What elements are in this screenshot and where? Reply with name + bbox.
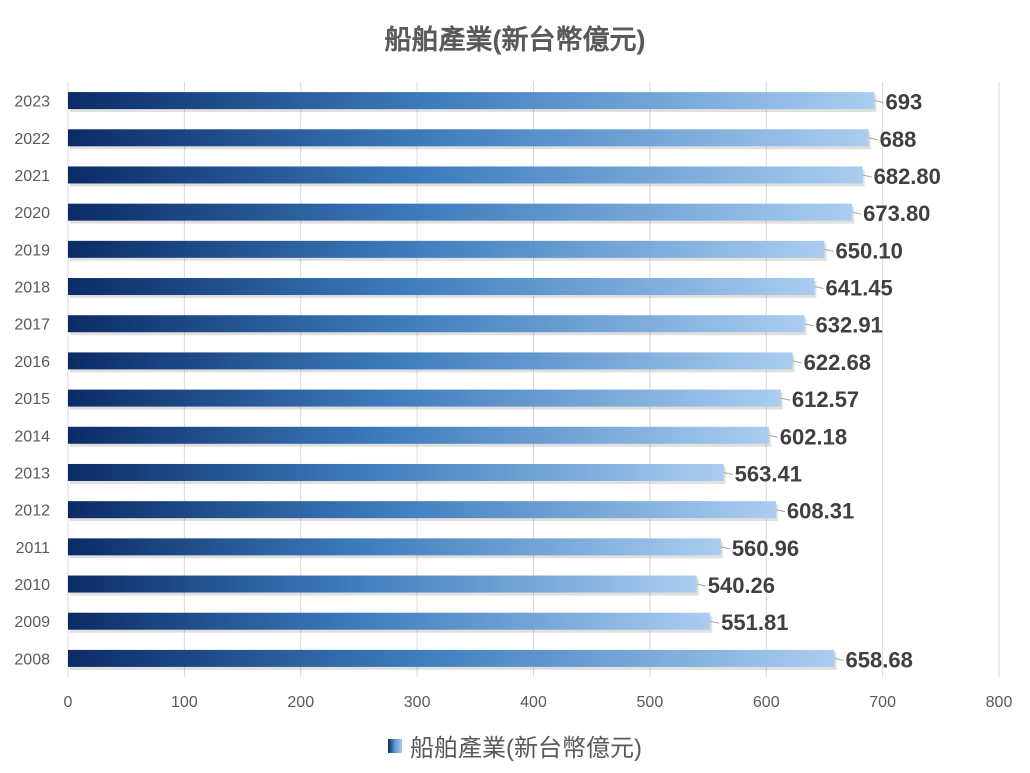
bar-2008 — [68, 649, 835, 667]
data-label-2020: 673.80 — [863, 201, 930, 226]
y-tick-label: 2020 — [14, 205, 50, 222]
data-label-2015: 612.57 — [792, 387, 859, 412]
data-label-2017: 632.91 — [816, 313, 883, 338]
bar-2016 — [68, 352, 793, 370]
y-tick-label: 2009 — [14, 614, 50, 631]
bar-2010 — [68, 575, 697, 593]
bar-2015 — [68, 389, 781, 407]
y-tick-label: 2014 — [14, 428, 50, 445]
bar-2022 — [68, 129, 869, 147]
data-label-2021: 682.80 — [874, 164, 941, 189]
legend-label: 船舶產業(新台幣億元) — [410, 735, 642, 762]
legend: 船舶產業(新台幣億元) — [0, 728, 1030, 763]
y-tick-label: 2011 — [16, 540, 51, 557]
x-tick-label: 300 — [404, 694, 431, 711]
label-leader — [814, 286, 824, 290]
data-label-2018: 641.45 — [825, 276, 892, 301]
label-leader — [868, 137, 878, 141]
bar-2009 — [68, 612, 711, 630]
data-label-2014: 602.18 — [780, 424, 847, 449]
label-leader — [834, 657, 844, 661]
data-label-2012: 608.31 — [787, 499, 854, 524]
y-tick-label: 2022 — [14, 131, 50, 148]
data-label-2011: 560.96 — [732, 536, 799, 561]
data-label-2023: 693 — [885, 90, 922, 115]
x-tick-label: 200 — [287, 694, 314, 711]
x-tick-label: 100 — [171, 694, 198, 711]
label-leader — [696, 583, 706, 587]
label-leader — [874, 100, 884, 104]
y-tick-label: 2021 — [14, 168, 50, 185]
data-label-2022: 688 — [880, 127, 917, 152]
data-label-2019: 650.10 — [836, 238, 903, 263]
label-leader — [804, 323, 814, 327]
data-label-2013: 563.41 — [735, 461, 802, 486]
x-tick-label: 400 — [520, 694, 547, 711]
label-leader — [824, 248, 834, 252]
y-tick-label: 2017 — [14, 317, 50, 334]
label-leader — [710, 620, 720, 624]
x-tick-label: 600 — [753, 694, 780, 711]
data-label-2010: 540.26 — [708, 573, 775, 598]
label-leader — [768, 434, 778, 438]
bar-2020 — [68, 203, 853, 221]
label-leader — [780, 397, 790, 401]
y-tick-label: 2012 — [14, 503, 50, 520]
y-tick-label: 2013 — [14, 465, 50, 482]
label-leader — [862, 174, 872, 178]
bars — [68, 92, 877, 670]
x-tick-label: 700 — [869, 694, 896, 711]
bar-2014 — [68, 426, 769, 444]
y-tick-label: 2015 — [14, 391, 50, 408]
label-leader — [792, 360, 802, 364]
bar-2019 — [68, 240, 825, 258]
legend-swatch — [388, 738, 402, 753]
chart-title: 船舶產業(新台幣億元) — [384, 25, 646, 55]
y-axis-labels: 2023 2022 2021 2020 2019 2018 2017 2016 2015 2014… — [14, 94, 50, 669]
label-leader — [720, 546, 730, 550]
y-tick-label: 2016 — [14, 354, 50, 371]
bar-2018 — [68, 278, 815, 296]
bar-2021 — [68, 166, 863, 184]
data-label-2009: 551.81 — [721, 610, 788, 635]
data-label-2016: 622.68 — [804, 350, 871, 375]
y-tick-label: 2018 — [14, 280, 50, 297]
data-labels: 693 688 682.80 673.80 650.10 641.45 632.91 622.… — [696, 90, 941, 672]
bar-2012 — [68, 501, 776, 519]
x-tick-label: 500 — [637, 694, 664, 711]
label-leader — [723, 471, 733, 475]
x-tick-label: 0 — [64, 694, 73, 711]
x-axis-labels: 0 100 200 300 400 500 600 700 800 — [64, 694, 1013, 711]
label-leader — [775, 509, 786, 513]
x-tick-label: 800 — [986, 694, 1013, 711]
y-tick-label: 2023 — [14, 94, 50, 111]
label-leader — [852, 211, 862, 215]
bar-2017 — [68, 315, 805, 333]
y-tick-label: 2008 — [14, 651, 50, 668]
data-label-2008: 658.68 — [846, 647, 913, 672]
bar-2011 — [68, 538, 721, 556]
y-tick-label: 2019 — [14, 242, 50, 259]
bar-2023 — [68, 92, 875, 110]
bar-2013 — [68, 463, 724, 481]
y-tick-label: 2010 — [14, 577, 50, 594]
